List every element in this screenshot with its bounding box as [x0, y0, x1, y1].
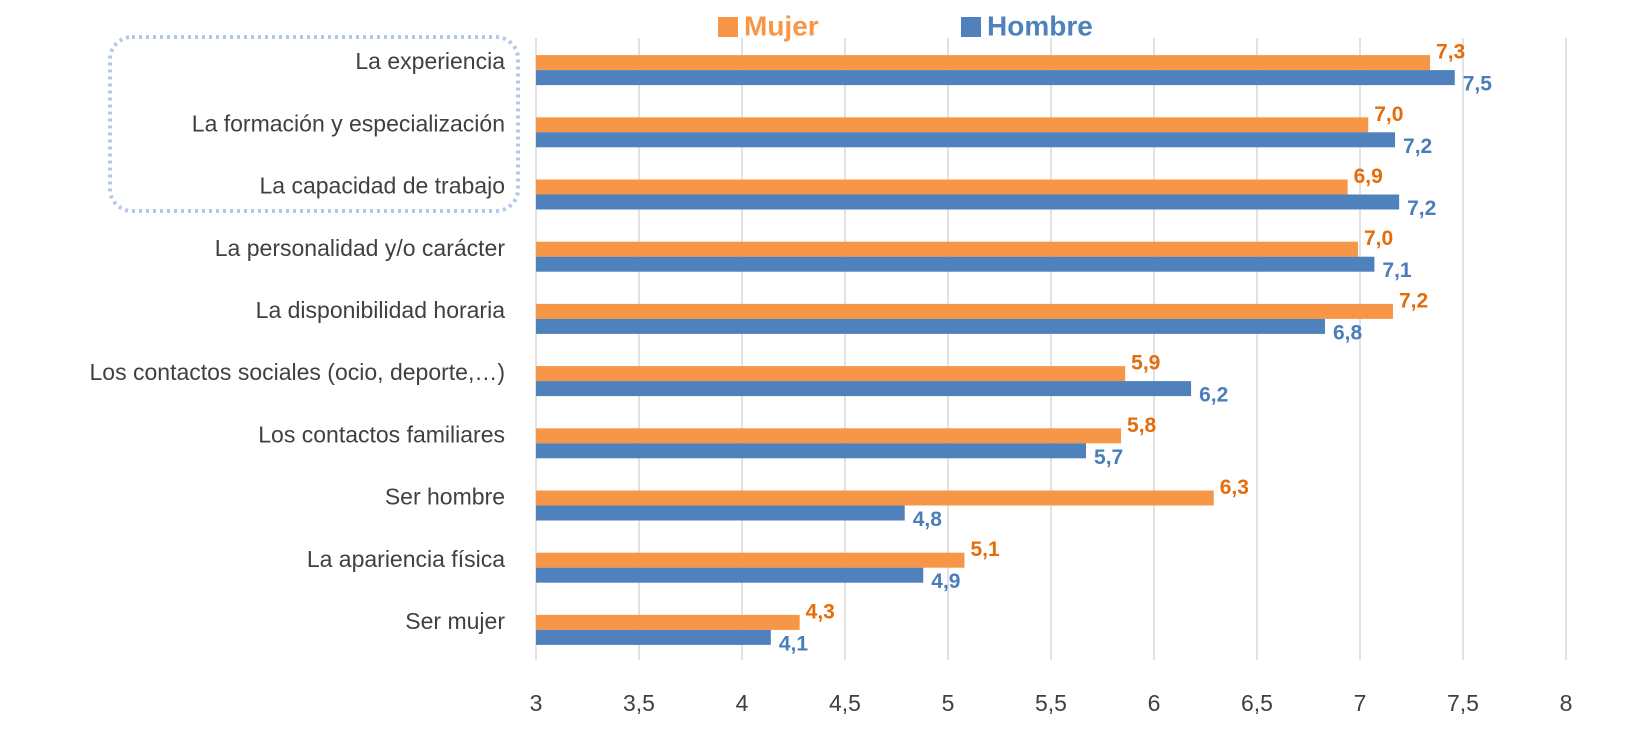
value-label: 5,9	[1131, 352, 1160, 375]
value-label: 4,9	[931, 570, 960, 593]
bar	[536, 490, 1214, 506]
bar	[536, 70, 1455, 86]
bar	[536, 256, 1375, 272]
value-label: 5,7	[1094, 446, 1123, 469]
bar	[536, 567, 924, 583]
legend-swatch	[961, 17, 981, 37]
category-label: Los contactos familiares	[258, 421, 505, 447]
bar	[536, 366, 1126, 382]
bar	[536, 117, 1369, 133]
x-tick-label: 6	[1148, 690, 1161, 716]
x-tick-label: 6,5	[1241, 690, 1273, 716]
category-label: Ser mujer	[405, 608, 505, 634]
value-label: 6,3	[1220, 476, 1249, 499]
value-label: 7,5	[1463, 73, 1493, 96]
bar	[536, 132, 1396, 148]
bar	[536, 629, 771, 645]
bar	[536, 505, 905, 521]
x-tick-label: 4	[736, 690, 749, 716]
value-label: 7,3	[1436, 41, 1465, 64]
x-tick-label: 3	[530, 690, 543, 716]
legend-label: Hombre	[987, 10, 1093, 41]
category-label: Ser hombre	[385, 484, 505, 510]
legend-label: Mujer	[744, 10, 819, 41]
value-label: 7,0	[1374, 103, 1403, 126]
legend-swatch	[718, 17, 738, 37]
value-label: 4,1	[779, 632, 809, 655]
x-tick-label: 4,5	[829, 690, 861, 716]
value-label: 6,8	[1333, 321, 1363, 344]
highlight-box	[108, 35, 520, 213]
x-tick-label: 5	[942, 690, 955, 716]
category-label: La capacidad de trabajo	[259, 173, 505, 199]
value-label: 6,9	[1354, 165, 1383, 188]
value-label: 7,0	[1364, 227, 1393, 250]
value-label: 7,2	[1403, 135, 1432, 158]
category-label: La personalidad y/o carácter	[215, 235, 506, 261]
value-label: 7,2	[1407, 197, 1436, 220]
bar	[536, 303, 1393, 319]
value-label: 5,1	[970, 538, 1000, 561]
category-label: La apariencia física	[307, 546, 505, 572]
bar	[536, 179, 1348, 195]
category-label: La formación y especialización	[192, 110, 505, 136]
value-label: 5,8	[1127, 414, 1157, 437]
category-label: La experiencia	[355, 48, 505, 74]
category-label: La disponibilidad horaria	[256, 297, 506, 323]
bar	[536, 443, 1087, 459]
x-tick-label: 3,5	[623, 690, 655, 716]
bar	[536, 614, 800, 630]
value-label: 7,1	[1382, 259, 1412, 282]
bar	[536, 318, 1325, 334]
bar	[536, 428, 1122, 444]
bar	[536, 194, 1400, 210]
x-tick-label: 7	[1354, 690, 1367, 716]
value-label: 4,8	[913, 508, 943, 531]
bar	[536, 552, 965, 568]
x-tick-label: 7,5	[1447, 690, 1479, 716]
bar	[536, 55, 1431, 71]
x-tick-label: 5,5	[1035, 690, 1067, 716]
bar	[536, 381, 1192, 397]
x-tick-label: 8	[1560, 690, 1573, 716]
bar	[536, 241, 1358, 257]
category-label: Los contactos sociales (ocio, deporte,…)	[90, 359, 505, 385]
value-label: 6,2	[1199, 384, 1228, 407]
value-label: 7,2	[1399, 289, 1428, 312]
value-label: 4,3	[806, 600, 835, 623]
